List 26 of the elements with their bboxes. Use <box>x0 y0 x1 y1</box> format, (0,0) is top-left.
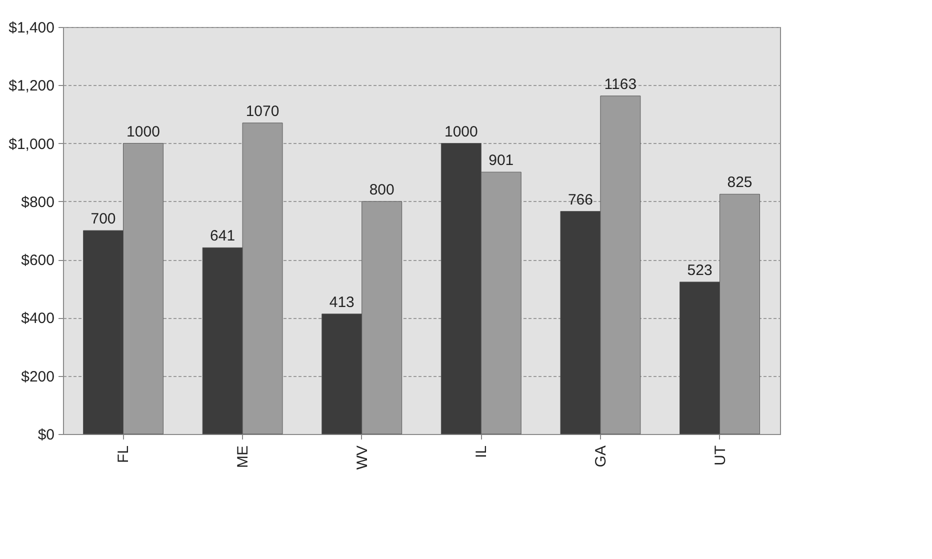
data-label: 413 <box>329 294 354 311</box>
y-tick-label: $1,400 <box>8 20 54 36</box>
y-tick-label: $800 <box>21 194 54 211</box>
y-tick-label: $400 <box>21 310 54 328</box>
x-tick-label: IL <box>473 446 490 458</box>
x-tick-label: ME <box>234 446 252 468</box>
data-label: 523 <box>687 262 712 279</box>
data-label: 766 <box>568 191 593 208</box>
data-label: 825 <box>727 174 752 192</box>
data-label: 1000 <box>126 123 160 140</box>
y-tick-label: $200 <box>21 368 54 386</box>
y-tick-label: $1,000 <box>8 136 54 153</box>
data-label: 700 <box>90 210 116 228</box>
y-tick-label: $600 <box>21 252 54 270</box>
data-label: 800 <box>369 181 394 198</box>
y-tick-label: $0 <box>38 426 54 444</box>
data-label: 1000 <box>444 123 478 140</box>
x-tick-label: WV <box>354 446 371 470</box>
x-tick-label: GA <box>592 446 610 468</box>
data-label: 641 <box>210 228 236 245</box>
y-tick-label: $1,200 <box>8 78 54 95</box>
x-tick-label: UT <box>712 446 729 466</box>
data-label: 901 <box>488 152 514 170</box>
x-tick-label: FL <box>115 446 132 464</box>
data-label: 1163 <box>604 76 637 93</box>
data-label: 1070 <box>246 102 280 120</box>
